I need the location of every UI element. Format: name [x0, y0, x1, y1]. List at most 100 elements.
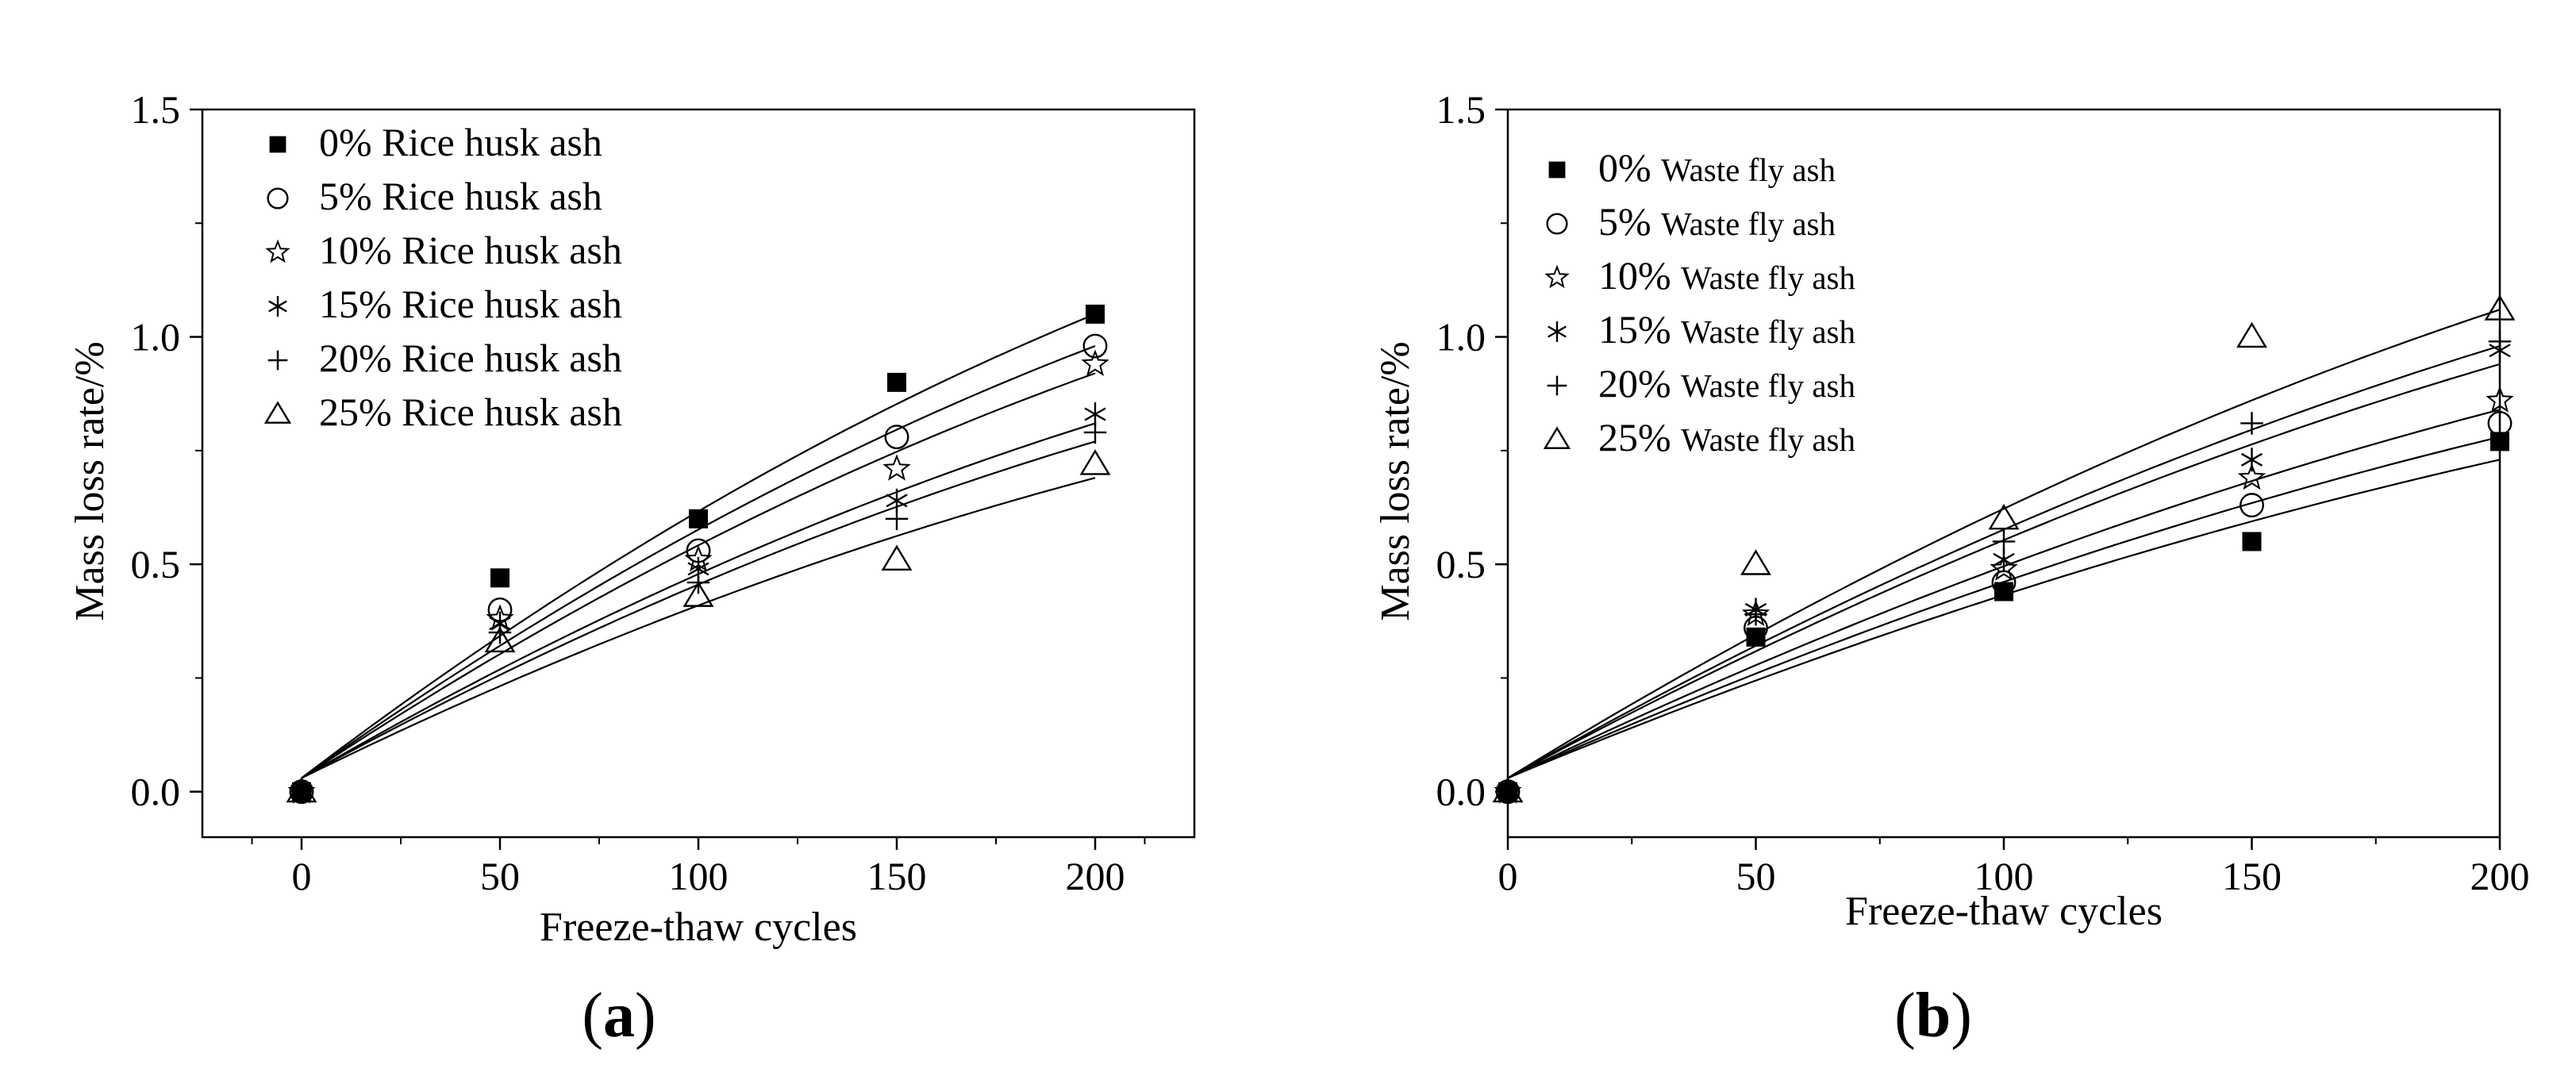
- data-point: [2487, 411, 2513, 436]
- plot-frame: [201, 108, 1196, 839]
- data-point: [1492, 776, 1524, 803]
- legend-marker: [267, 350, 288, 371]
- legend-label-material: Waste fly ash: [1661, 152, 1836, 188]
- data-point: [885, 507, 909, 531]
- data-markers: [286, 304, 1111, 805]
- legend: 0% Rice husk ash 5% Rice husk ash 10% Rice…: [263, 120, 622, 434]
- x-tick-label: 100: [1974, 854, 2034, 898]
- x-tick-label: 150: [2222, 854, 2282, 898]
- legend-label: 20% Rice husk ash: [319, 336, 622, 380]
- data-point: [1086, 304, 1105, 324]
- y-tick-label: 0.5: [1436, 542, 1486, 586]
- data-point: [2242, 532, 2262, 551]
- legend-label: 15% Waste fly ash: [1598, 307, 1855, 352]
- data-point: [1988, 503, 2020, 530]
- x-tick-label: 200: [2470, 854, 2530, 898]
- data-point: [1081, 349, 1109, 376]
- fit-curve-2: [1508, 436, 2500, 779]
- data-point: [881, 544, 913, 571]
- data-point: [488, 621, 512, 644]
- data-point: [2488, 330, 2512, 353]
- legend-marker: [1548, 321, 1567, 342]
- legend-label-material: Waste fly ash: [1661, 206, 1836, 242]
- legend-marker: [263, 401, 292, 424]
- legend-marker: [265, 239, 290, 263]
- legend-label: 0% Waste fly ash: [1598, 145, 1836, 190]
- legend-label-percent: 5%: [1598, 199, 1661, 244]
- legend-marker: [268, 296, 287, 317]
- data-point: [1744, 602, 1767, 626]
- legend-marker: [1543, 426, 1571, 449]
- legend-label-percent: 15%: [1598, 307, 1681, 352]
- data-point: [484, 626, 516, 653]
- data-point: [689, 509, 708, 528]
- legend-label-percent: 10%: [1598, 253, 1681, 298]
- panel-label-a: (a): [582, 981, 656, 1051]
- y-tick-label: 1.5: [131, 87, 181, 132]
- legend-marker: [1548, 161, 1566, 179]
- fit-curve-4: [301, 422, 1096, 779]
- fit-curve-5: [301, 440, 1096, 779]
- legend-label: 25% Rice husk ash: [319, 390, 622, 434]
- y-tick-label: 1.0: [1436, 315, 1486, 359]
- panel-label-b: (b): [1894, 981, 1972, 1051]
- legend-marker: [1546, 213, 1568, 235]
- legend-label: 25% Waste fly ash: [1598, 415, 1855, 459]
- x-tick-label: 50: [480, 854, 520, 898]
- legend-marker: [267, 187, 289, 209]
- y-tick-label: 0.0: [1436, 770, 1486, 814]
- data-point: [1083, 421, 1107, 444]
- data-point: [882, 454, 911, 481]
- legend-label-material: Waste fly ash: [1681, 367, 1855, 404]
- x-axis-title: Freeze-thaw cycles: [1845, 889, 2163, 934]
- data-point: [1082, 333, 1108, 359]
- data-point: [1740, 549, 1771, 575]
- legend-label-material: Waste fly ash: [1681, 313, 1855, 350]
- y-tick-label: 0.5: [131, 542, 181, 586]
- legend-label: 20% Waste fly ash: [1598, 361, 1855, 405]
- legend-label-percent: 20%: [1598, 361, 1681, 405]
- x-tick-label: 200: [1066, 854, 1125, 898]
- x-tick-label: 150: [867, 854, 927, 898]
- legend-label-percent: 0%: [1598, 145, 1661, 190]
- fit-curve-5: [1508, 344, 2500, 779]
- fit-curve-6: [1508, 309, 2500, 779]
- data-point: [2240, 493, 2264, 518]
- legend-label: 10% Rice husk ash: [319, 228, 622, 272]
- data-point: [2237, 463, 2266, 490]
- y-tick-label: 0.0: [131, 770, 181, 814]
- data-point: [682, 581, 714, 607]
- data-point: [2486, 386, 2514, 413]
- legend-label: 5% Waste fly ash: [1598, 199, 1836, 244]
- x-tick-label: 50: [1736, 854, 1776, 898]
- legend-label: 5% Rice husk ash: [319, 174, 602, 218]
- data-point: [1079, 449, 1111, 475]
- fit-curve-2: [301, 344, 1096, 779]
- y-tick-label: 1.5: [1436, 87, 1486, 132]
- legend-marker: [269, 136, 286, 153]
- chart-panel-b: 0 50 100 150 200 0.0 0.5 1.0 1.5 Freeze-thaw cycl…: [1373, 87, 2530, 934]
- data-point: [286, 776, 317, 803]
- x-tick-label: 100: [669, 854, 729, 898]
- data-point: [1992, 530, 2016, 553]
- data-markers: [1492, 294, 2516, 805]
- y-axis-title: Mass loss rate/%: [1373, 341, 1418, 621]
- legend-marker: [1547, 375, 1567, 396]
- y-axis-title: Mass loss rate/%: [67, 341, 113, 621]
- data-point: [884, 425, 909, 450]
- data-point: [2240, 412, 2263, 435]
- legend-marker: [1544, 264, 1570, 289]
- y-tick-label: 1.0: [131, 315, 181, 359]
- data-point: [2240, 448, 2263, 472]
- data-point: [2236, 321, 2267, 348]
- legend-label-percent: 25%: [1598, 415, 1681, 459]
- data-point: [490, 568, 509, 588]
- x-axis-title: Freeze-thaw cycles: [540, 905, 857, 950]
- legend-label: 0% Rice husk ash: [319, 120, 602, 164]
- legend-label: 15% Rice husk ash: [319, 282, 622, 326]
- x-tick-label: 0: [1498, 854, 1518, 898]
- x-tick-label: 0: [292, 854, 312, 898]
- legend-label-material: Waste fly ash: [1681, 421, 1855, 458]
- chart-panel-a: 0 50 100 150 200 0.0 0.5 1.0 1.5 Freeze-thaw cycl…: [67, 87, 1196, 950]
